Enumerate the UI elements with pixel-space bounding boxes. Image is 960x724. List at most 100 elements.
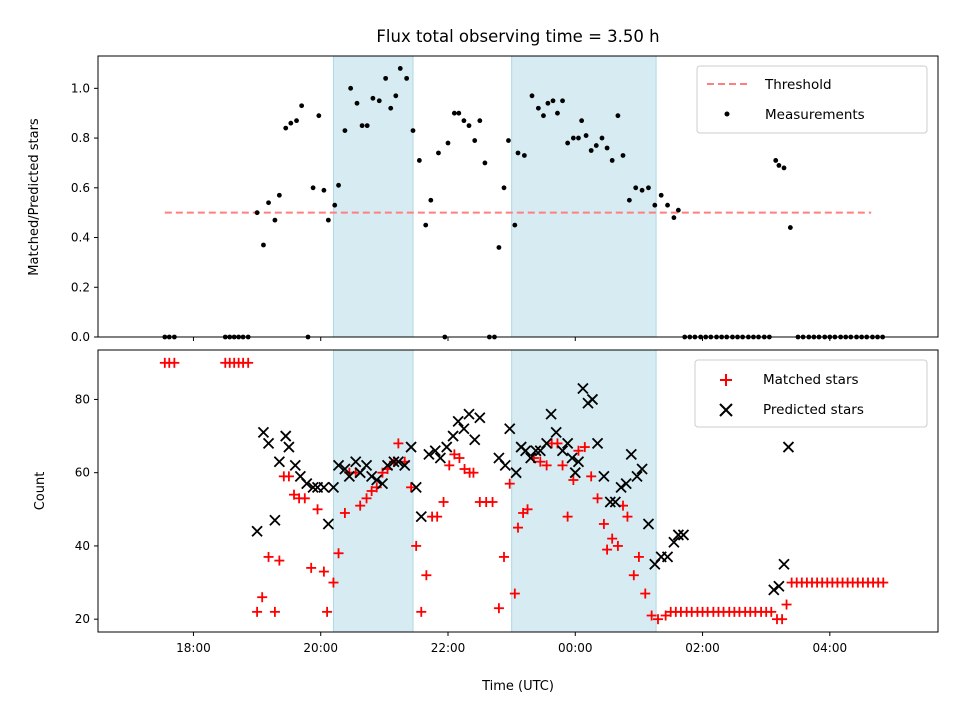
matched-point-13 (274, 555, 285, 566)
matched-point-38 (411, 540, 422, 551)
matched-point-40 (421, 570, 432, 581)
top-y-tick-label-1: 0.2 (71, 280, 90, 294)
matched-point-22 (322, 606, 333, 617)
measurement-point-74 (604, 145, 610, 151)
measurement-point-69 (579, 118, 585, 124)
measurement-point-12 (272, 217, 278, 223)
predicted-point-20 (360, 459, 373, 472)
measurement-point-53 (496, 245, 502, 250)
matched-point-69 (579, 442, 590, 453)
matched-point-66 (562, 511, 573, 522)
predicted-point-28 (405, 441, 417, 453)
measurement-point-20 (316, 113, 322, 119)
matched-point-43 (438, 496, 449, 507)
measurement-point-72 (593, 143, 599, 148)
predicted-point-58 (577, 382, 589, 395)
predicted-point-24 (381, 459, 394, 472)
measurement-point-107 (787, 225, 793, 230)
measurement-point-10 (261, 242, 266, 248)
bottom-series (159, 357, 889, 625)
matched-point-105 (777, 614, 788, 625)
predicted-point-14 (327, 481, 340, 493)
measurement-point-26 (348, 85, 354, 91)
matched-point-75 (612, 540, 623, 551)
measurement-point-21 (321, 187, 327, 193)
top-y-tick-label-5: 1.0 (71, 81, 90, 95)
predicted-point-62 (598, 470, 610, 482)
matched-point-73 (602, 544, 613, 555)
measurement-point-28 (359, 123, 365, 129)
predicted-point-1 (257, 426, 270, 439)
bottom-axes-frame (97, 349, 939, 633)
matched-point-28 (355, 500, 366, 511)
measurement-point-34 (393, 93, 399, 99)
legend-threshold-label: Threshold (764, 77, 832, 93)
measurement-point-27 (354, 100, 360, 106)
matched-point-80 (640, 588, 651, 599)
measurement-point-49 (477, 118, 483, 124)
predicted-point-68 (631, 470, 643, 482)
matched-point-125 (878, 577, 889, 588)
matched-point-103 (766, 606, 777, 617)
predicted-point-52 (550, 426, 562, 439)
predicted-point-53 (556, 445, 569, 457)
measurement-point-55 (506, 138, 511, 143)
predicted-point-65 (615, 481, 627, 493)
measurement-point-22 (325, 217, 331, 223)
matched-point-56 (509, 588, 520, 599)
predicted-point-38 (463, 408, 475, 420)
predicted-point-39 (469, 434, 481, 446)
measurement-point-44 (451, 110, 457, 116)
matched-point-19 (306, 562, 317, 573)
matched-point-20 (312, 504, 323, 515)
measurement-point-31 (376, 98, 382, 104)
predicted-point-13 (322, 518, 335, 530)
measurement-point-17 (299, 103, 305, 109)
matched-point-53 (493, 603, 504, 614)
shaded-span-2 (511, 349, 657, 633)
matched-point-2 (169, 357, 180, 368)
predicted-point-57 (572, 456, 585, 468)
measurement-point-45 (456, 110, 462, 116)
measurement-point-59 (529, 93, 535, 99)
measurement-point-105 (776, 163, 782, 168)
predicted-point-4 (273, 456, 286, 468)
bottom-y-tick-label-0: 20 (75, 612, 90, 626)
bottom-legend: Matched stars Predicted stars (694, 359, 928, 428)
x-tick-label-3: 00:00 (558, 641, 593, 655)
top-y-tick-label-0: 0.0 (71, 330, 90, 344)
matched-point-30 (366, 486, 377, 496)
predicted-point-15 (332, 459, 345, 472)
matched-point-106 (781, 599, 792, 610)
measurement-point-24 (336, 182, 341, 188)
measurement-point-58 (521, 153, 527, 158)
matched-point-81 (646, 610, 657, 621)
matched-point-16 (289, 489, 299, 500)
bottom-panel: 18:00 20:00 22:00 00:00 02:00 04:00 20 40 60 80 T… (33, 349, 939, 694)
measurement-point-67 (570, 135, 576, 141)
matched-point-61 (535, 456, 546, 467)
matched-point-55 (504, 478, 515, 489)
bottom-y-tick-label-1: 40 (75, 539, 90, 553)
measurement-point-63 (550, 98, 556, 104)
predicted-point-33 (434, 452, 447, 464)
measurement-point-64 (555, 110, 560, 116)
measurement-point-50 (482, 160, 488, 166)
chart-title: Flux total observing time = 3.50 h (376, 27, 659, 46)
x-tick-label-5: 04:00 (813, 641, 848, 655)
matched-point-46 (454, 453, 465, 464)
measurement-point-16 (294, 118, 299, 124)
predicted-point-48 (530, 445, 542, 457)
top-axis-ticks: 0.0 0.2 0.4 0.6 0.8 1.0 (71, 81, 831, 344)
measurement-point-30 (370, 95, 376, 101)
matched-point-83 (660, 610, 671, 621)
predicted-point-63 (604, 496, 616, 508)
predicted-point-73 (661, 551, 674, 563)
predicted-point-3 (269, 514, 281, 526)
legend-measurements-label: Measurements (765, 107, 865, 123)
matched-point-65 (557, 460, 568, 471)
measurement-point-75 (609, 158, 615, 163)
top-legend: Threshold Measurements (696, 65, 928, 134)
measurement-point-68 (576, 135, 581, 141)
legend-predicted-swatch (719, 403, 733, 417)
